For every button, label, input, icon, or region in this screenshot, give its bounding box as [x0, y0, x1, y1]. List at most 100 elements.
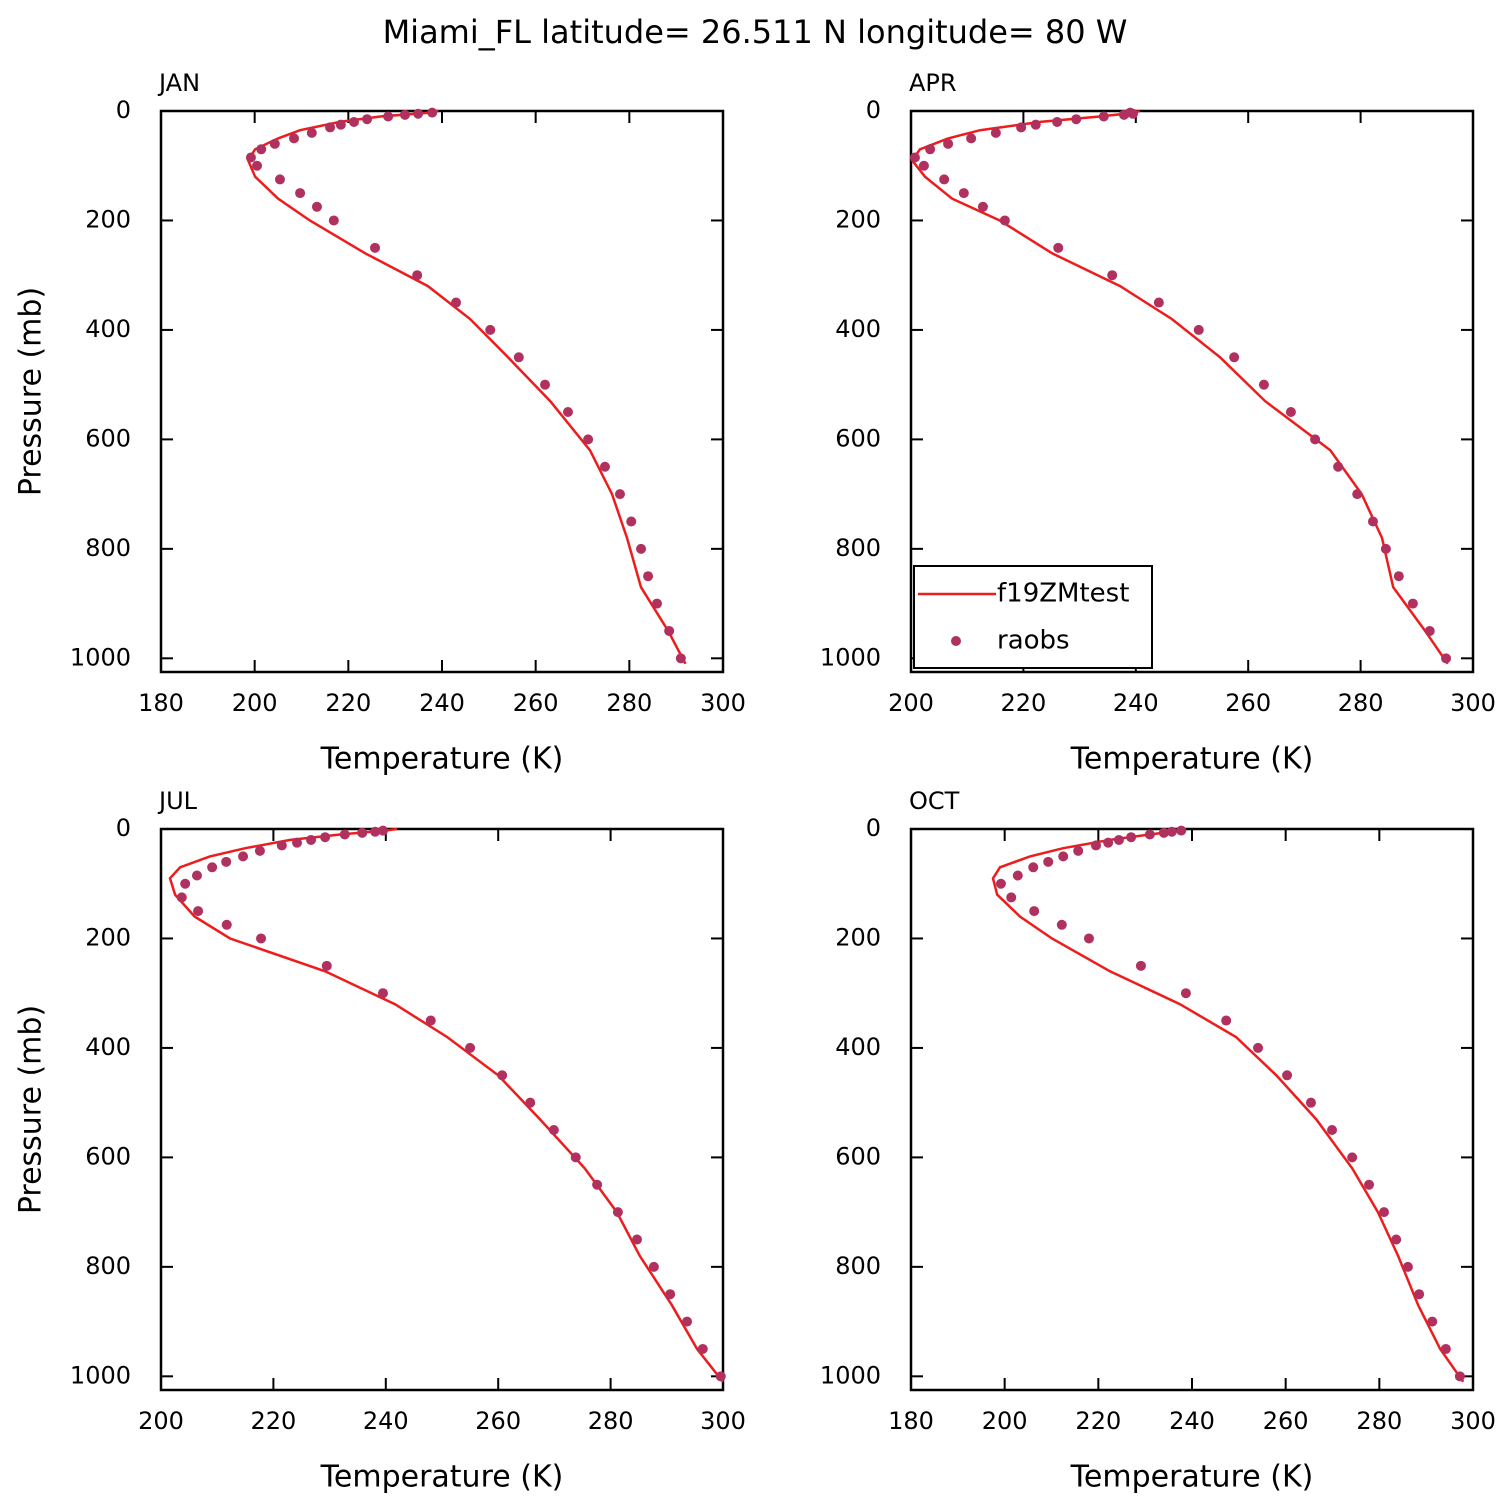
obs-point — [320, 832, 331, 843]
obs-point — [1056, 919, 1067, 930]
y-tick-label: 600 — [85, 424, 131, 452]
y-tick-label: 0 — [116, 814, 131, 842]
obs-point — [1347, 1152, 1358, 1163]
obs-point — [682, 1316, 693, 1327]
obs-point — [451, 297, 462, 308]
obs-point — [1158, 827, 1169, 838]
obs-point — [1253, 1042, 1264, 1053]
y-tick-label: 600 — [835, 1142, 881, 1170]
figure-title: Miami_FL latitude= 26.511 N longitude= 8… — [383, 13, 1128, 51]
obs-point — [295, 188, 306, 199]
plot-frame — [159, 827, 725, 1392]
obs-point — [548, 1125, 559, 1136]
obs-point — [1454, 1371, 1465, 1382]
x-tick-label: 200 — [232, 689, 278, 717]
obs-point — [465, 1042, 476, 1053]
profile-line — [991, 827, 1465, 1383]
obs-point — [370, 826, 381, 837]
obs-point — [245, 152, 256, 163]
y-tick-label: 1000 — [70, 1361, 131, 1389]
obs-point — [1028, 862, 1039, 873]
obs-point — [540, 379, 551, 390]
obs-point — [400, 109, 411, 120]
x-tick-label: 300 — [700, 1407, 746, 1435]
plot-frame — [909, 109, 1475, 674]
obs-point — [370, 242, 381, 253]
x-axis-label: Temperature (K) — [320, 742, 564, 777]
obs-point — [180, 878, 191, 889]
obs-point — [675, 653, 686, 664]
obs-point — [339, 829, 350, 840]
obs-point — [413, 108, 424, 119]
obs-point — [427, 107, 438, 118]
x-axis-label: Temperature (K) — [1070, 1460, 1314, 1495]
obs-point — [636, 543, 647, 554]
obs-point — [599, 461, 610, 472]
obs-point — [651, 598, 662, 609]
obs-point — [176, 892, 187, 903]
y-tick-label: 600 — [835, 424, 881, 452]
obs-point — [570, 1152, 581, 1163]
obs-point — [1380, 543, 1391, 554]
obs-point — [614, 489, 625, 500]
obs-point — [1125, 107, 1136, 118]
obs-point — [311, 201, 322, 212]
panel-title: OCT — [909, 787, 960, 815]
profile-line — [168, 827, 724, 1383]
obs-point — [306, 127, 317, 138]
obs-point — [1333, 461, 1344, 472]
obs-point — [238, 851, 249, 862]
obs-point — [1043, 856, 1054, 867]
legend-dot — [951, 636, 961, 646]
panel-title: APR — [909, 69, 957, 97]
obs-point — [207, 862, 218, 873]
y-tick-label: 400 — [835, 1033, 881, 1061]
x-tick-label: 180 — [138, 689, 184, 717]
profile-line — [246, 109, 687, 665]
obs-point — [348, 116, 359, 127]
obs-point — [306, 834, 317, 845]
obs-point — [1030, 119, 1041, 130]
panel: JAN Temperature (K) Pressure (mb) 180 200 220… — [14, 69, 746, 777]
obs-point — [335, 119, 346, 130]
obs-point — [1073, 845, 1084, 856]
y-tick-label: 1000 — [820, 1361, 881, 1389]
x-tick-label: 260 — [1225, 689, 1271, 717]
obs-point — [269, 138, 280, 149]
obs-point — [362, 114, 373, 125]
obs-point — [1258, 379, 1269, 390]
obs-point — [1052, 116, 1063, 127]
y-tick-label: 1000 — [70, 643, 131, 671]
x-tick-label: 300 — [1450, 1407, 1496, 1435]
y-tick-label: 400 — [85, 315, 131, 343]
y-tick-label: 800 — [835, 534, 881, 562]
y-tick-label: 0 — [116, 96, 131, 124]
x-tick-label: 260 — [475, 1407, 521, 1435]
obs-point — [664, 625, 675, 636]
obs-point — [612, 1207, 623, 1218]
obs-point — [1407, 598, 1418, 609]
obs-point — [1393, 571, 1404, 582]
obs-point — [412, 270, 423, 281]
obs-point — [193, 906, 204, 917]
obs-point — [626, 516, 637, 527]
obs-point — [1402, 1261, 1413, 1272]
obs-point — [292, 837, 303, 848]
obs-point — [328, 215, 339, 226]
obs-point — [1090, 840, 1101, 851]
obs-point — [1424, 625, 1435, 636]
obs-point — [221, 856, 232, 867]
obs-point — [1153, 297, 1164, 308]
obs-point — [958, 188, 969, 199]
obs-point — [990, 127, 1001, 138]
obs-point — [274, 174, 285, 185]
obs-point — [1176, 825, 1187, 836]
y-tick-label: 0 — [866, 814, 881, 842]
panel: OCT Temperature (K) 180 200 220 240 260 280 300 0… — [820, 787, 1496, 1495]
profile-line — [910, 109, 1449, 665]
obs-point — [643, 571, 654, 582]
obs-point — [592, 1179, 603, 1190]
obs-point — [562, 407, 573, 418]
obs-point — [191, 870, 202, 881]
